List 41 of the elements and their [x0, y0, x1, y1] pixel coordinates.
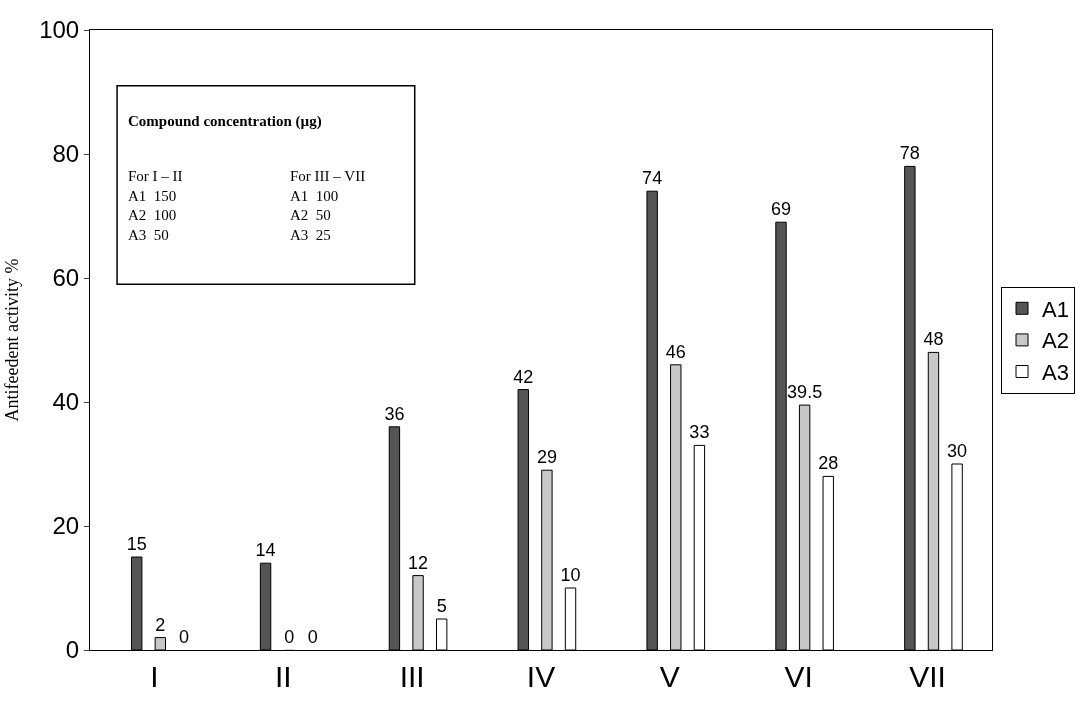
data-label: 36: [384, 403, 405, 424]
data-label: 12: [408, 552, 429, 573]
data-label: 30: [947, 441, 968, 461]
data-label: 10: [560, 565, 581, 585]
data-label: 29: [536, 447, 557, 468]
x-tick-label: VII: [909, 660, 946, 693]
data-label: 42: [513, 366, 534, 387]
x-tick-label: IV: [526, 660, 556, 693]
data-label: 46: [665, 341, 686, 362]
y-tick-label: 60: [52, 264, 80, 292]
data-label: 69: [770, 199, 792, 220]
y-axis-title: Antifeedent activity %: [2, 258, 23, 422]
x-tick-label: VI: [784, 660, 813, 693]
data-label: 78: [899, 143, 920, 164]
legend-label: A1: [1042, 296, 1069, 322]
y-tick-label: 80: [52, 140, 80, 168]
y-tick-label: 100: [39, 16, 80, 44]
y-tick-label: 40: [52, 388, 80, 416]
x-tick-label: II: [274, 660, 292, 693]
annotation: For I – II A1 150 A2 100 A3 50: [128, 168, 183, 243]
x-tick-label: I: [150, 660, 159, 693]
data-label: 33: [689, 422, 710, 443]
x-tick-label: V: [659, 660, 680, 693]
data-label: 2: [155, 614, 166, 635]
data-label: 28: [818, 453, 839, 474]
x-tick-label: III: [399, 660, 425, 693]
legend-label: A3: [1042, 360, 1069, 386]
data-label: 15: [126, 534, 147, 554]
y-tick-label: 20: [52, 512, 80, 540]
data-label: 39.5: [787, 382, 823, 403]
annotation: Compound concentration (µg): [128, 113, 322, 130]
data-label: 0: [178, 627, 189, 647]
data-label: 0: [307, 627, 318, 647]
data-label: 5: [436, 596, 447, 616]
data-label: 0: [284, 627, 295, 647]
legend-label: A2: [1042, 328, 1069, 354]
data-label: 74: [642, 168, 663, 189]
data-label: 14: [255, 540, 276, 561]
data-label: 48: [923, 329, 944, 350]
annotation: For III – VII A1 100 A2 50 A3 25: [290, 168, 366, 243]
y-tick-label: 0: [65, 636, 80, 664]
